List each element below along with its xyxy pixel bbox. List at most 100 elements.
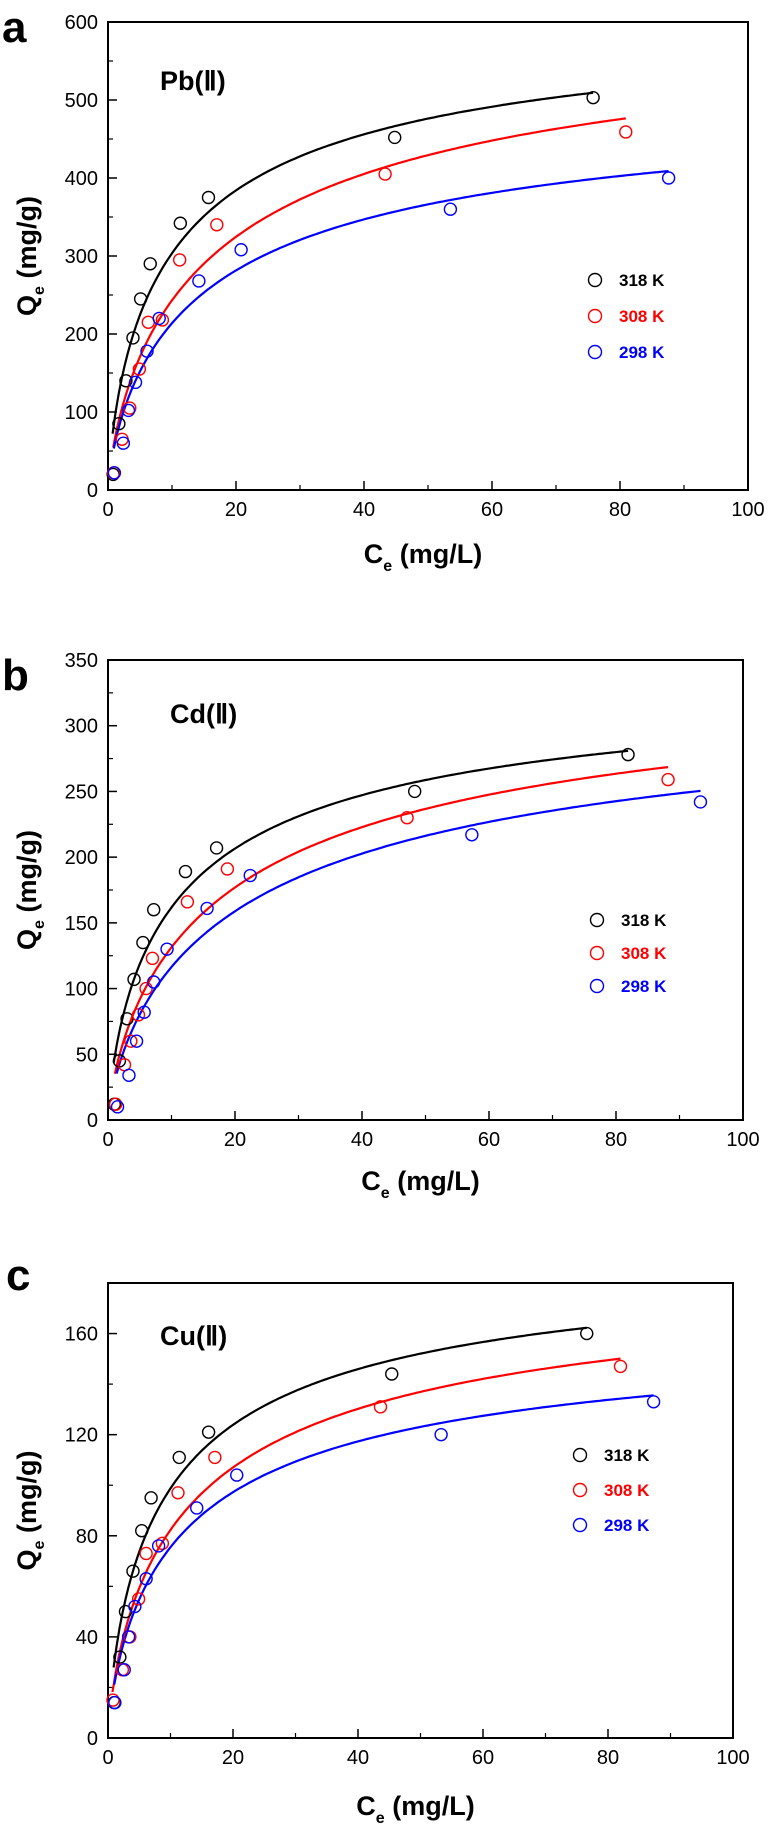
data-point-308k bbox=[132, 362, 147, 376]
legend-marker bbox=[587, 344, 603, 360]
y-tick-label: 160 bbox=[65, 1324, 98, 1346]
chart-panel-a: 0 20 40 60 80 100 0 100 200 300 400 500 600 a Pb(Ⅱ) Ce … bbox=[2, 3, 765, 575]
y-tick-label: 200 bbox=[65, 324, 98, 346]
data-point-308k bbox=[378, 167, 392, 181]
x-tick-label: 40 bbox=[347, 1747, 369, 1769]
y-axis-title-unit: (mg/g) bbox=[12, 196, 42, 286]
y-tick-label: 120 bbox=[65, 1425, 98, 1447]
y-tick-label: 80 bbox=[76, 1526, 98, 1548]
x-tick-label: 20 bbox=[222, 1747, 244, 1769]
data-point-308k bbox=[661, 772, 675, 787]
legend-marker bbox=[589, 978, 605, 994]
x-tick-label: 100 bbox=[716, 1747, 749, 1769]
panel-letter: b bbox=[2, 651, 29, 700]
data-point-308k bbox=[619, 125, 633, 139]
data-point-298k bbox=[129, 1034, 144, 1048]
data-point-308k bbox=[400, 811, 414, 825]
chart-panel-c: 0 20 40 60 80 100 0 40 80 120 160 c Cu(Ⅱ) Ce (mg/L) Qe… bbox=[6, 1251, 750, 1827]
legend-marker bbox=[572, 1482, 588, 1498]
x-axis-title-main: C bbox=[364, 539, 384, 569]
y-tick-label: 300 bbox=[65, 716, 98, 738]
data-point-298k bbox=[121, 1630, 136, 1644]
data-point-318k bbox=[408, 784, 422, 799]
data-point-318k bbox=[136, 935, 150, 950]
data-point-318k bbox=[112, 417, 126, 431]
data-point-308k bbox=[145, 951, 160, 966]
fit-curve-308k bbox=[113, 766, 669, 1075]
x-axis-title-sub: e bbox=[383, 558, 392, 575]
y-axis-title-unit: (mg/g) bbox=[12, 830, 42, 920]
y-axis-title: Qe (mg/g) bbox=[12, 1451, 48, 1571]
legend-label: 318 K bbox=[619, 271, 665, 290]
x-axis-title: Ce (mg/L) bbox=[361, 1166, 479, 1202]
data-point-318k bbox=[385, 1367, 399, 1381]
x-tick-label: 0 bbox=[102, 1747, 113, 1769]
x-axis-title: Ce (mg/L) bbox=[356, 1791, 474, 1827]
y-axis-title: Qe (mg/g) bbox=[12, 830, 48, 950]
x-axis-title-sub: e bbox=[381, 1185, 390, 1202]
y-axis-title-sub: e bbox=[31, 1540, 48, 1549]
data-point-318k bbox=[120, 1012, 134, 1026]
y-tick-label: 100 bbox=[65, 979, 98, 1001]
data-point-298k bbox=[151, 1539, 166, 1553]
y-tick-label: 0 bbox=[87, 1728, 98, 1750]
x-tick-label: 0 bbox=[102, 499, 113, 521]
data-point-298k bbox=[122, 1068, 136, 1083]
x-tick-label: 60 bbox=[478, 1129, 500, 1151]
data-point-318k bbox=[135, 1524, 149, 1538]
legend-marker bbox=[587, 308, 603, 324]
y-axis-title-sub: e bbox=[31, 920, 48, 929]
data-point-298k bbox=[243, 868, 257, 883]
data-point-318k bbox=[209, 841, 224, 855]
data-point-298k bbox=[152, 311, 166, 326]
x-tick-label: 100 bbox=[726, 1129, 759, 1151]
x-tick-label: 100 bbox=[731, 499, 764, 521]
data-point-318k bbox=[201, 1425, 216, 1439]
data-point-298k bbox=[108, 1695, 122, 1710]
data-point-298k bbox=[234, 243, 248, 257]
legend-marker bbox=[572, 1517, 588, 1533]
data-point-298k bbox=[140, 344, 154, 358]
legend-label: 308 K bbox=[621, 944, 667, 963]
data-point-318k bbox=[126, 1564, 140, 1578]
data-point-298k bbox=[121, 403, 136, 418]
metal-title: Pb(Ⅱ) bbox=[160, 66, 226, 96]
y-axis-title-sub: e bbox=[31, 286, 48, 295]
data-point-318k bbox=[388, 130, 402, 145]
y-tick-label: 300 bbox=[65, 246, 98, 268]
data-point-298k bbox=[128, 375, 143, 390]
x-axis-title: Ce (mg/L) bbox=[364, 539, 482, 575]
fit-curve-318k bbox=[111, 91, 594, 434]
y-axis-title-main: Q bbox=[12, 929, 42, 950]
y-tick-label: 40 bbox=[76, 1627, 98, 1649]
x-tick-label: 20 bbox=[224, 1129, 246, 1151]
legend-label: 308 K bbox=[604, 1481, 650, 1500]
data-point-318k bbox=[119, 374, 133, 388]
y-tick-label: 100 bbox=[65, 402, 98, 424]
x-tick-label: 80 bbox=[597, 1747, 619, 1769]
data-point-308k bbox=[172, 253, 187, 267]
x-axis-title-unit: (mg/L) bbox=[385, 1791, 475, 1821]
data-point-318k bbox=[133, 292, 148, 306]
legend-marker bbox=[572, 1447, 588, 1463]
x-tick-label: 40 bbox=[351, 1129, 373, 1151]
y-tick-label: 0 bbox=[87, 480, 98, 502]
fit-curve-298k bbox=[112, 170, 669, 449]
x-axis-title-sub: e bbox=[376, 1810, 385, 1827]
data-point-298k bbox=[190, 1501, 204, 1515]
y-tick-label: 50 bbox=[76, 1044, 98, 1066]
data-point-318k bbox=[127, 972, 141, 987]
x-tick-label: 60 bbox=[481, 499, 503, 521]
data-point-308k bbox=[373, 1400, 388, 1414]
data-point-298k bbox=[693, 795, 708, 809]
fit-curve-308k bbox=[111, 1357, 621, 1693]
data-point-298k bbox=[192, 274, 206, 288]
data-point-308k bbox=[613, 1359, 628, 1374]
x-tick-label: 40 bbox=[353, 499, 375, 521]
y-axis-title-main: Q bbox=[12, 295, 42, 316]
data-point-308k bbox=[210, 218, 224, 232]
data-point-308k bbox=[124, 1034, 138, 1048]
legend-label: 298 K bbox=[619, 343, 665, 362]
plot-frame bbox=[107, 659, 744, 1121]
